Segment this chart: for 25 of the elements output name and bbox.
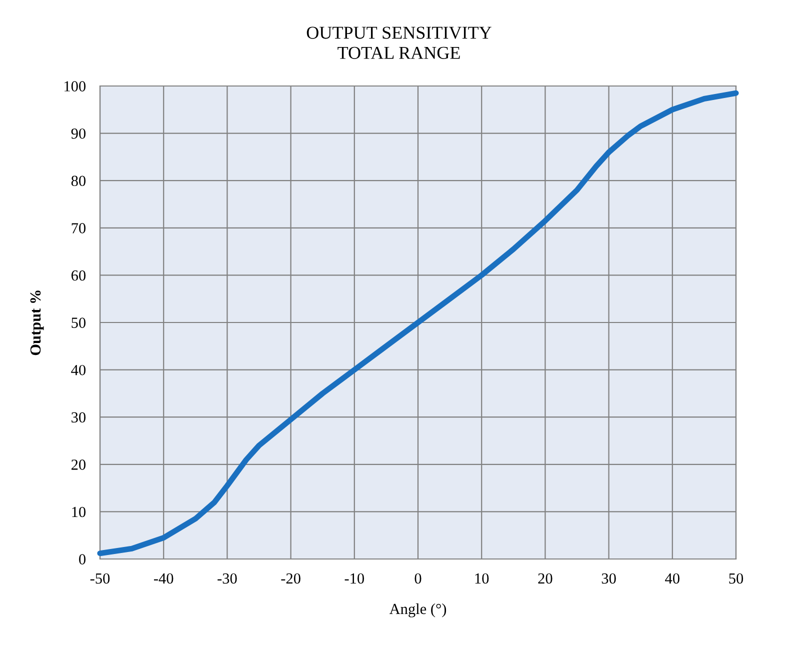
- y-tick-label: 50: [72, 318, 86, 328]
- x-tick-label: -40: [154, 573, 174, 584]
- y-tick-label: 100: [64, 81, 86, 92]
- x-tick-label: 30: [602, 573, 616, 584]
- x-tick-label: -30: [218, 573, 237, 584]
- x-tick-label: 10: [475, 573, 489, 584]
- y-tick-label: 90: [71, 128, 86, 139]
- x-tick-label: 0: [414, 573, 422, 584]
- y-tick-label: 0: [79, 554, 86, 564]
- x-tick-label: -20: [281, 573, 300, 584]
- y-tick-label: 20: [72, 460, 86, 470]
- y-tick-label: 60: [71, 270, 86, 281]
- x-tick-label: -50: [90, 573, 110, 584]
- y-tick-label: 40: [71, 364, 86, 376]
- y-tick-label: 30: [72, 412, 86, 423]
- y-tick-label: 70: [72, 223, 86, 234]
- chart-title: OUTPUT SENSITIVITY TOTAL RANGE: [306, 26, 492, 59]
- x-tick-label: 40: [665, 573, 680, 584]
- y-tick-label: 10: [72, 506, 86, 518]
- x-tick-label: -10: [344, 573, 364, 584]
- x-axis-title: Angle (°): [389, 603, 446, 618]
- x-tick-label: 20: [538, 573, 552, 584]
- y-tick-label: 80: [71, 176, 86, 186]
- y-axis-title: Output %: [30, 290, 44, 356]
- x-tick-label: 50: [729, 573, 744, 584]
